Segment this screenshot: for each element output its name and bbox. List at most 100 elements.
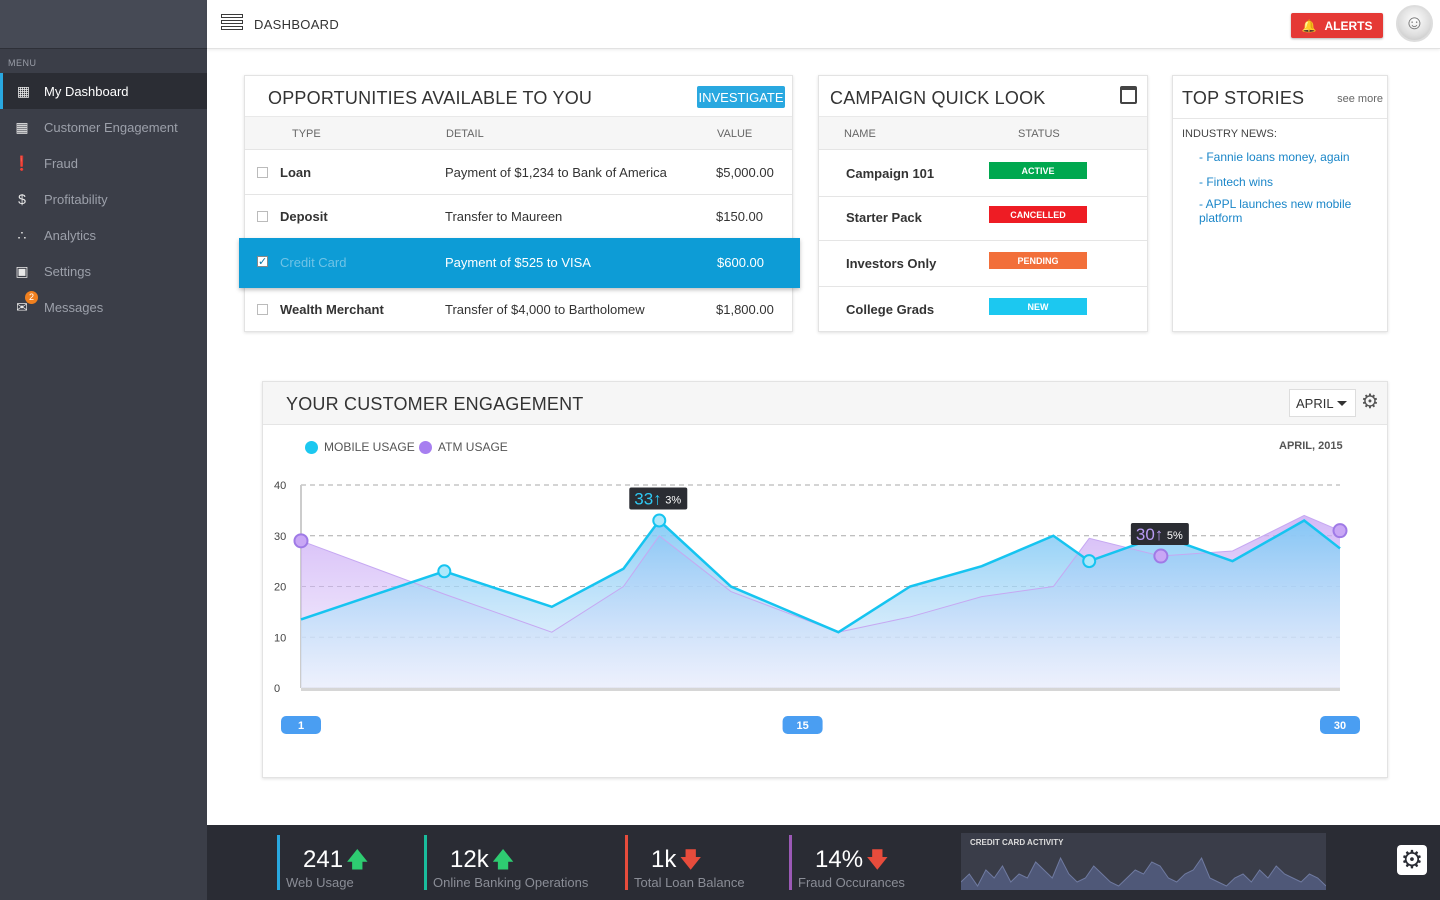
sidebar-item-messages[interactable]: ✉ 2 Messages bbox=[0, 289, 207, 325]
row-detail: Payment of $525 to VISA bbox=[445, 255, 591, 270]
row-checkbox[interactable] bbox=[257, 211, 268, 222]
stat-value: 14% bbox=[815, 846, 864, 873]
mobile-data-point bbox=[1082, 554, 1097, 569]
mail-icon: ✉ 2 bbox=[0, 290, 44, 316]
campaign-card: CAMPAIGN QUICK LOOK NAME STATUS Campaign… bbox=[818, 75, 1148, 332]
chevron-down-icon bbox=[1337, 401, 1347, 411]
calendar-icon[interactable] bbox=[1120, 86, 1137, 104]
tooltip-box bbox=[629, 487, 688, 510]
x-tick-label: 1 bbox=[298, 720, 304, 732]
sidebar-item-customer-engagement[interactable]: ▦ Customer Engagement bbox=[0, 109, 207, 145]
top-stories-title: TOP STORIES bbox=[1182, 88, 1305, 108]
column-header-name[interactable]: NAME bbox=[844, 128, 876, 140]
sidebar-item-label: Fraud bbox=[44, 155, 78, 171]
row-checkbox[interactable] bbox=[257, 304, 268, 315]
sidebar: MENU ▦ My Dashboard ▦ Customer Engagemen… bbox=[0, 0, 207, 900]
row-checkbox[interactable] bbox=[257, 167, 268, 178]
sidebar-item-label: Messages bbox=[44, 299, 104, 315]
row-detail: Transfer of $4,000 to Bartholomew bbox=[445, 302, 645, 317]
see-more-link[interactable]: see more bbox=[1337, 93, 1383, 105]
sidebar-header bbox=[0, 0, 207, 49]
row-type: Loan bbox=[280, 165, 312, 180]
stat-total-loan: 1k 🡇 Total Loan Balance bbox=[625, 835, 745, 890]
column-header-status[interactable]: STATUS bbox=[1018, 128, 1060, 140]
news-link[interactable]: - APPL launches new mobile platform bbox=[1199, 197, 1352, 225]
top-bar: DASHBOARD 🔔 ALERTS ☺ bbox=[207, 0, 1440, 49]
chart-date: APRIL, 2015 bbox=[1279, 440, 1343, 452]
sidebar-item-profitability[interactable]: $ Profitability bbox=[0, 181, 207, 217]
tooltip-value: 33↑ bbox=[634, 490, 661, 509]
y-tick-label: 10 bbox=[274, 632, 286, 644]
campaign-name: College Grads bbox=[846, 302, 935, 317]
arrow-down-icon: 🡇 bbox=[866, 847, 889, 872]
sidebar-item-analytics[interactable]: ∴ Analytics bbox=[0, 217, 207, 253]
message-count-badge: 2 bbox=[25, 290, 38, 304]
sidebar-item-my-dashboard[interactable]: ▦ My Dashboard bbox=[0, 73, 207, 109]
campaign-row[interactable]: Campaign 101 ACTIVE bbox=[819, 151, 1147, 197]
legend-label: MOBILE USAGE bbox=[324, 440, 415, 454]
legend-item-atm[interactable]: ATM USAGE bbox=[419, 440, 508, 454]
sidebar-item-label: Settings bbox=[44, 263, 91, 279]
tooltip-change: 5% bbox=[1167, 530, 1183, 542]
table-row[interactable]: Deposit Transfer to Maureen $150.00 bbox=[245, 195, 792, 239]
campaign-row[interactable]: Starter Pack CANCELLED bbox=[819, 195, 1147, 241]
month-select[interactable]: APRIL bbox=[1289, 389, 1356, 417]
sidebar-item-label: Profitability bbox=[44, 191, 108, 207]
x-tick-pill bbox=[281, 716, 321, 734]
row-value: $600.00 bbox=[717, 255, 764, 270]
x-tick-pill bbox=[1320, 716, 1360, 734]
avatar[interactable]: ☺ bbox=[1396, 5, 1433, 42]
industry-news-heading: INDUSTRY NEWS: bbox=[1182, 128, 1277, 140]
stat-label: Fraud Occurances bbox=[798, 875, 905, 890]
row-checkbox-checked[interactable]: ✓ bbox=[257, 256, 268, 268]
tooltip-value: 30↑ bbox=[1136, 525, 1163, 544]
atm-data-point bbox=[1332, 523, 1348, 539]
row-type: Credit Card bbox=[280, 255, 347, 270]
gear-icon[interactable]: ⚙ bbox=[1361, 391, 1379, 413]
dashboard-icon: ▦ bbox=[16, 82, 31, 99]
alerts-button[interactable]: 🔔 ALERTS bbox=[1291, 13, 1383, 38]
campaign-row[interactable]: Investors Only PENDING bbox=[819, 241, 1147, 287]
menu-icon[interactable] bbox=[221, 14, 243, 34]
legend-item-mobile[interactable]: MOBILE USAGE bbox=[305, 440, 415, 454]
campaign-name: Investors Only bbox=[846, 256, 937, 271]
mobile-usage-line bbox=[300, 518, 1341, 634]
arrow-up-icon: 🡅 bbox=[491, 847, 515, 872]
status-badge: CANCELLED bbox=[989, 206, 1087, 223]
row-value: $5,000.00 bbox=[716, 165, 774, 180]
y-tick-label: 20 bbox=[274, 582, 286, 594]
column-header-type[interactable]: TYPE bbox=[292, 128, 321, 140]
credit-card-activity-panel[interactable]: CREDIT CARD ACTIVITY bbox=[961, 833, 1326, 890]
stat-label: Total Loan Balance bbox=[634, 875, 745, 890]
stat-label: Web Usage bbox=[286, 875, 354, 890]
legend-swatch bbox=[305, 440, 318, 454]
x-tick-label: 15 bbox=[796, 720, 808, 732]
campaign-row[interactable]: College Grads NEW bbox=[819, 287, 1147, 333]
news-link[interactable]: - Fintech wins bbox=[1199, 175, 1274, 189]
atm-data-point bbox=[293, 533, 309, 549]
sidebar-item-settings[interactable]: ▣ Settings bbox=[0, 253, 207, 289]
table-row[interactable]: Wealth Merchant Transfer of $4,000 to Ba… bbox=[245, 288, 792, 332]
news-link[interactable]: - Fannie loans money, again bbox=[1199, 150, 1350, 164]
analytics-icon: ∴ bbox=[17, 226, 27, 243]
settings-icon: ▣ bbox=[15, 262, 29, 279]
row-type: Deposit bbox=[280, 209, 328, 224]
x-tick-pill bbox=[782, 716, 823, 734]
bell-icon: 🔔 bbox=[1301, 18, 1317, 33]
status-badge: ACTIVE bbox=[989, 162, 1087, 179]
x-tick-label: 30 bbox=[1334, 720, 1346, 732]
investigate-button[interactable]: INVESTIGATE bbox=[697, 86, 785, 108]
status-badge: NEW bbox=[989, 298, 1087, 315]
table-row[interactable]: Loan Payment of $1,234 to Bank of Americ… bbox=[245, 151, 792, 195]
sidebar-item-fraud[interactable]: ❗ Fraud bbox=[0, 145, 207, 181]
month-value: APRIL bbox=[1296, 395, 1334, 411]
divider bbox=[1173, 118, 1387, 119]
alert-icon: ❗ bbox=[13, 154, 31, 171]
column-header-value[interactable]: VALUE bbox=[717, 128, 753, 140]
arrow-up-icon: 🡅 bbox=[346, 847, 369, 872]
atm-data-point bbox=[1153, 548, 1169, 564]
opportunities-table-header: TYPE DETAIL VALUE bbox=[245, 116, 792, 150]
column-header-detail[interactable]: DETAIL bbox=[446, 128, 484, 140]
gear-icon[interactable]: ⚙ bbox=[1397, 845, 1427, 875]
table-row-selected[interactable]: ✓ Credit Card Payment of $525 to VISA $6… bbox=[239, 238, 800, 288]
